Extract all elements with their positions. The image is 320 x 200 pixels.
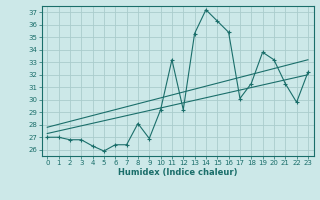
X-axis label: Humidex (Indice chaleur): Humidex (Indice chaleur) <box>118 168 237 177</box>
